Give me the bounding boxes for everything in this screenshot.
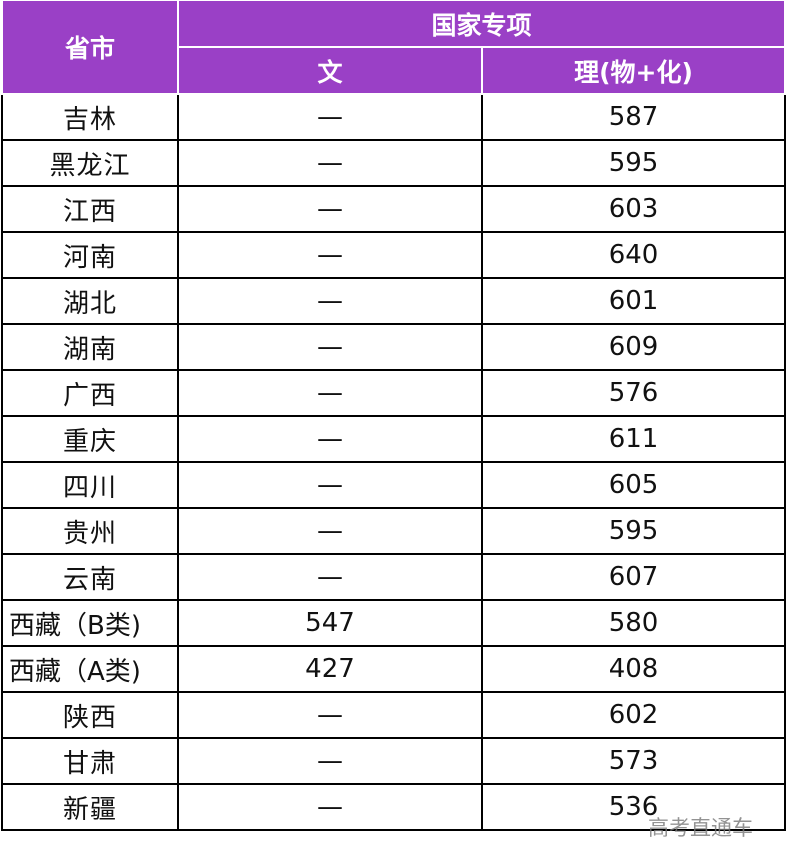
province-cell: 重庆 xyxy=(1,415,179,463)
table-row: 西藏（A类) 427 408 xyxy=(1,645,786,693)
province-cell: 江西 xyxy=(1,185,179,233)
wen-score-cell: — xyxy=(177,369,483,417)
province-cell: 云南 xyxy=(1,553,179,601)
li-score-cell: 607 xyxy=(480,553,786,601)
table-row: 云南 —607 xyxy=(1,553,786,601)
province-cell: 湖北 xyxy=(1,277,179,325)
li-score-cell: 595 xyxy=(480,507,786,555)
li-score-cell: 408 xyxy=(480,645,786,693)
li-header: 理(物+化) xyxy=(480,46,786,95)
li-score-cell: 580 xyxy=(480,599,786,647)
wen-score-cell: — xyxy=(177,783,483,831)
table-row: 广西 —576 xyxy=(1,369,786,417)
wen-score-cell: — xyxy=(177,507,483,555)
wen-score-cell: — xyxy=(177,93,483,141)
province-cell: 广西 xyxy=(1,369,179,417)
li-score-cell: 601 xyxy=(480,277,786,325)
table-row: 河南 —640 xyxy=(1,231,786,279)
wen-score-cell: — xyxy=(177,277,483,325)
table-row: 湖南 —609 xyxy=(1,323,786,371)
li-score-cell: 602 xyxy=(480,691,786,739)
province-cell: 西藏（B类) xyxy=(1,599,179,647)
table-row: 吉林 —587 xyxy=(1,93,786,141)
li-score-cell: 609 xyxy=(480,323,786,371)
table-row: 西藏（B类) 547 580 xyxy=(1,599,786,647)
wen-score-cell: — xyxy=(177,691,483,739)
table-row: 黑龙江 —595 xyxy=(1,139,786,187)
li-score-cell: 536 xyxy=(480,783,786,831)
table-body: 吉林 —587 黑龙江 —595 江西 —603 河南 —640 湖北 —601 湖南 —609 广西 —… xyxy=(1,93,786,831)
province-cell: 陕西 xyxy=(1,691,179,739)
province-cell: 甘肃 xyxy=(1,737,179,785)
table-row: 重庆 —611 xyxy=(1,415,786,463)
wen-score-cell: — xyxy=(177,415,483,463)
table-row: 湖北 —601 xyxy=(1,277,786,325)
li-score-cell: 603 xyxy=(480,185,786,233)
table-row: 江西 —603 xyxy=(1,185,786,233)
wen-score-cell: — xyxy=(177,231,483,279)
li-score-cell: 587 xyxy=(480,93,786,141)
province-cell: 河南 xyxy=(1,231,179,279)
li-score-cell: 611 xyxy=(480,415,786,463)
province-header: 省市 xyxy=(1,1,179,95)
table-row: 贵州 —595 xyxy=(1,507,786,555)
li-score-cell: 576 xyxy=(480,369,786,417)
table-row: 新疆 —536 xyxy=(1,783,786,831)
wen-score-cell: — xyxy=(177,461,483,509)
wen-score-cell: — xyxy=(177,185,483,233)
li-score-cell: 595 xyxy=(480,139,786,187)
table-row: 甘肃 —573 xyxy=(1,737,786,785)
province-cell: 黑龙江 xyxy=(1,139,179,187)
li-score-cell: 640 xyxy=(480,231,786,279)
wen-score-cell: 547 xyxy=(177,599,483,647)
province-cell: 西藏（A类) xyxy=(1,645,179,693)
province-cell: 贵州 xyxy=(1,507,179,555)
li-score-cell: 573 xyxy=(480,737,786,785)
wen-score-cell: — xyxy=(177,737,483,785)
province-cell: 四川 xyxy=(1,461,179,509)
watermark: 高考直通车 xyxy=(648,816,753,840)
wen-score-cell: — xyxy=(177,323,483,371)
table-row: 陕西 —602 xyxy=(1,691,786,739)
province-cell: 新疆 xyxy=(1,783,179,831)
wen-header: 文 xyxy=(177,46,483,95)
national-special-header: 国家专项 xyxy=(176,1,786,48)
province-cell: 吉林 xyxy=(1,93,179,141)
wen-score-cell: — xyxy=(177,139,483,187)
province-cell: 湖南 xyxy=(1,323,179,371)
wen-score-cell: 427 xyxy=(177,645,483,693)
score-table: 省市 国家专项 文 理(物+化) 吉林 —587 黑龙江 —595 江西 —603 河南 —6… xyxy=(1,1,786,831)
table-row: 四川 —605 xyxy=(1,461,786,509)
li-score-cell: 605 xyxy=(480,461,786,509)
wen-score-cell: — xyxy=(177,553,483,601)
